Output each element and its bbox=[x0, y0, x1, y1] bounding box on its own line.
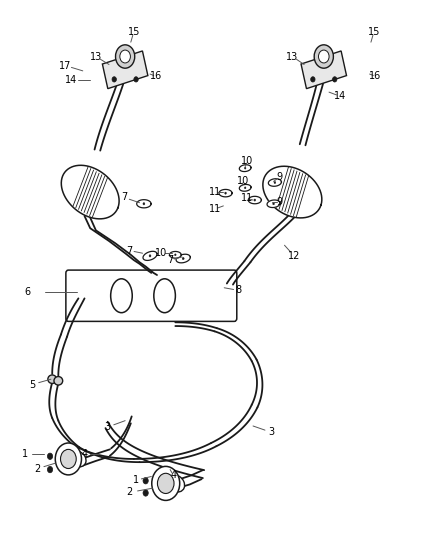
Text: 13: 13 bbox=[90, 52, 102, 61]
Text: 2: 2 bbox=[127, 488, 133, 497]
Text: 4: 4 bbox=[170, 470, 176, 480]
Text: 14: 14 bbox=[65, 76, 78, 85]
Text: 14: 14 bbox=[334, 91, 346, 101]
Ellipse shape bbox=[54, 376, 63, 385]
Polygon shape bbox=[176, 254, 191, 263]
Text: 10: 10 bbox=[241, 156, 254, 166]
Circle shape bbox=[60, 449, 76, 469]
Text: 17: 17 bbox=[59, 61, 71, 70]
Circle shape bbox=[273, 203, 275, 205]
Text: 9: 9 bbox=[276, 172, 283, 182]
Circle shape bbox=[244, 187, 246, 189]
Text: 15: 15 bbox=[368, 27, 380, 37]
Polygon shape bbox=[239, 165, 251, 172]
Text: 7: 7 bbox=[167, 255, 173, 265]
Text: 11: 11 bbox=[208, 187, 221, 197]
Text: 10: 10 bbox=[237, 176, 249, 187]
Circle shape bbox=[318, 50, 329, 63]
Text: 11: 11 bbox=[241, 193, 254, 204]
Circle shape bbox=[225, 192, 226, 194]
Ellipse shape bbox=[111, 279, 132, 313]
Ellipse shape bbox=[48, 375, 57, 383]
Ellipse shape bbox=[70, 451, 86, 467]
Circle shape bbox=[182, 257, 184, 260]
Circle shape bbox=[134, 77, 138, 82]
Circle shape bbox=[149, 255, 151, 257]
Polygon shape bbox=[137, 200, 151, 208]
Circle shape bbox=[143, 203, 145, 205]
Circle shape bbox=[47, 453, 53, 459]
Text: 6: 6 bbox=[25, 287, 31, 297]
Ellipse shape bbox=[168, 475, 184, 492]
Circle shape bbox=[143, 490, 148, 496]
Circle shape bbox=[116, 45, 135, 68]
Polygon shape bbox=[268, 179, 281, 186]
Circle shape bbox=[314, 45, 333, 68]
Polygon shape bbox=[170, 252, 181, 258]
Polygon shape bbox=[219, 189, 232, 197]
Polygon shape bbox=[301, 51, 346, 88]
Circle shape bbox=[311, 77, 315, 82]
Circle shape bbox=[143, 478, 148, 484]
Text: 10: 10 bbox=[155, 248, 167, 258]
Circle shape bbox=[244, 167, 246, 169]
Text: 7: 7 bbox=[127, 246, 133, 255]
Text: 2: 2 bbox=[35, 464, 41, 473]
Circle shape bbox=[112, 77, 117, 82]
Circle shape bbox=[47, 466, 53, 473]
Polygon shape bbox=[267, 200, 280, 207]
Circle shape bbox=[274, 181, 276, 183]
Text: 5: 5 bbox=[29, 379, 35, 390]
Polygon shape bbox=[263, 166, 322, 218]
FancyBboxPatch shape bbox=[66, 270, 237, 321]
Text: 11: 11 bbox=[208, 204, 221, 214]
Circle shape bbox=[157, 473, 174, 494]
Text: 4: 4 bbox=[81, 449, 88, 458]
Text: 1: 1 bbox=[21, 449, 28, 458]
Polygon shape bbox=[61, 165, 119, 219]
Text: 16: 16 bbox=[369, 71, 381, 81]
Ellipse shape bbox=[154, 279, 175, 313]
Text: 16: 16 bbox=[149, 71, 162, 81]
Polygon shape bbox=[239, 184, 251, 191]
Polygon shape bbox=[102, 51, 148, 88]
Text: 3: 3 bbox=[268, 427, 275, 438]
Circle shape bbox=[175, 254, 176, 256]
Circle shape bbox=[152, 466, 180, 500]
Polygon shape bbox=[143, 251, 157, 261]
Circle shape bbox=[254, 199, 256, 201]
Text: 7: 7 bbox=[121, 192, 127, 203]
Text: 15: 15 bbox=[127, 27, 140, 37]
Text: 8: 8 bbox=[236, 286, 242, 295]
Polygon shape bbox=[248, 196, 261, 204]
Text: 9: 9 bbox=[276, 197, 283, 207]
Text: 1: 1 bbox=[133, 475, 139, 485]
Text: 3: 3 bbox=[105, 422, 111, 432]
Text: 12: 12 bbox=[288, 251, 300, 261]
Circle shape bbox=[120, 50, 131, 63]
Circle shape bbox=[55, 443, 81, 475]
Circle shape bbox=[332, 77, 337, 82]
Text: 13: 13 bbox=[286, 52, 298, 61]
